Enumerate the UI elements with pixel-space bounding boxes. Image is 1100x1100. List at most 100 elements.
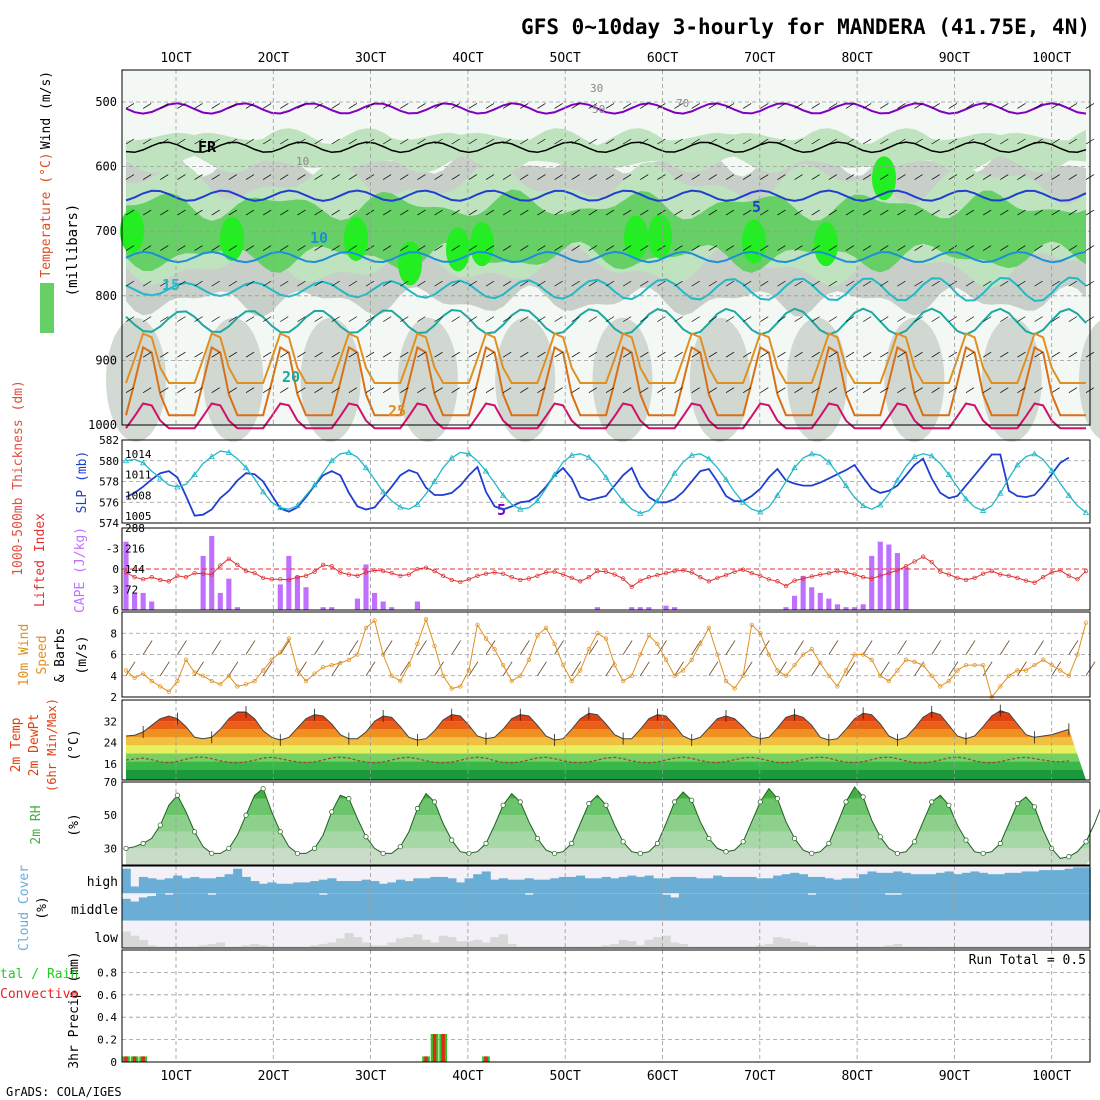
wind-barb <box>640 245 649 251</box>
li-marker <box>723 573 729 578</box>
cape-bar <box>294 575 300 610</box>
wind-barb-10m <box>931 640 942 655</box>
cloud-row-bg <box>122 920 1090 948</box>
cloud-bar <box>318 943 328 948</box>
wind-barb <box>451 280 460 287</box>
precip-convective-bar <box>124 1056 128 1062</box>
cloud-bar <box>404 881 414 894</box>
wind-barb-10m <box>948 661 959 676</box>
isotherm-line <box>125 189 1087 202</box>
wind-barb <box>1034 209 1043 216</box>
wind-barb <box>280 387 289 393</box>
wind-speed-marker <box>526 657 532 662</box>
wind-barb <box>382 351 392 358</box>
wind-barb <box>674 174 683 180</box>
cloud-bar <box>841 946 851 948</box>
slp-marker <box>654 497 661 504</box>
rh-lower-grey <box>689 317 750 442</box>
slp-marker <box>1014 461 1021 468</box>
cloud-bar <box>1030 871 1040 894</box>
cape-bar <box>286 555 292 610</box>
wind-barb <box>537 138 546 145</box>
li-marker <box>500 571 506 576</box>
date-label-top: 10OCT <box>1032 51 1071 66</box>
wind-speed-marker <box>920 662 926 668</box>
wind-barb <box>794 316 803 322</box>
li-marker <box>1006 573 1012 578</box>
wind-barb <box>1000 174 1009 180</box>
li-marker <box>980 571 986 576</box>
wind-barb <box>794 280 803 287</box>
cloud-bar <box>944 893 954 921</box>
wind-barb <box>400 103 409 109</box>
cloud-bar <box>207 894 217 921</box>
wind-barb <box>982 280 992 287</box>
cloud-bar <box>696 893 706 921</box>
cloud-bar <box>850 878 860 894</box>
rh-high-blob <box>624 215 648 260</box>
cloud-bar <box>944 946 954 948</box>
wind-barb <box>262 280 272 287</box>
wind-barb <box>365 316 375 322</box>
wind-barb <box>622 138 632 145</box>
slp-marker <box>1031 450 1038 457</box>
wind-barb <box>777 387 786 393</box>
cloud-bar <box>1047 893 1057 921</box>
wind-barb <box>931 209 940 216</box>
wind-speed-marker <box>843 668 849 673</box>
wind-barb <box>160 209 169 216</box>
cloud-bar <box>293 893 303 921</box>
cloud-bar <box>258 883 268 894</box>
wind-barb <box>862 316 872 322</box>
cape-bar <box>843 607 849 610</box>
temp-band <box>126 721 1086 730</box>
precip-convective-bar <box>424 1056 428 1062</box>
cloud-bar <box>644 875 654 894</box>
wind-barb <box>880 138 889 145</box>
wind-speed-marker <box>243 682 249 687</box>
wind-barb <box>520 351 529 358</box>
wind-speed-marker <box>492 647 497 652</box>
wind-barb <box>777 174 786 180</box>
wind-barb <box>1017 138 1026 145</box>
wind-barb <box>588 103 598 109</box>
wind-barb <box>742 351 752 358</box>
cloud-level-middle: middle <box>71 903 118 918</box>
li-marker <box>166 579 172 584</box>
wind-barb <box>451 316 460 322</box>
wind-barb <box>177 174 186 180</box>
slp-marker <box>705 455 713 462</box>
wind-barb <box>588 280 598 287</box>
wind-barb <box>845 280 855 287</box>
rh2m-marker <box>620 839 626 845</box>
wind-barb <box>605 316 615 322</box>
rh2m-marker <box>123 845 129 851</box>
wind-barb <box>194 280 203 287</box>
cape-bar <box>800 575 806 610</box>
wind-barb <box>262 351 272 358</box>
wind-barb-10m <box>142 640 153 655</box>
wind-barb <box>537 280 546 287</box>
wind-barb <box>365 103 375 109</box>
cloud-bar <box>164 878 174 894</box>
cloud-bar <box>1081 893 1091 921</box>
wind-barb <box>554 103 563 109</box>
cloud-bar <box>378 893 388 921</box>
cloud-bar <box>867 946 877 948</box>
wind-barb <box>760 174 769 180</box>
wind-barb <box>794 245 803 251</box>
cloud-bar <box>473 893 483 921</box>
wind-barb-10m <box>914 661 924 676</box>
cloud-bar <box>524 894 534 921</box>
wind-barb <box>845 103 855 109</box>
wind-barb <box>588 387 598 393</box>
wind-barb <box>725 209 735 216</box>
cloud-bar <box>353 937 363 948</box>
wind-barb <box>657 245 666 251</box>
isotherm-value-label: 25 <box>388 402 406 420</box>
wind-speed-marker <box>578 668 583 673</box>
wind-barb <box>640 174 649 180</box>
wind-speed-marker <box>1032 662 1037 668</box>
wind-barb <box>742 280 752 287</box>
wind-barb <box>382 245 392 251</box>
